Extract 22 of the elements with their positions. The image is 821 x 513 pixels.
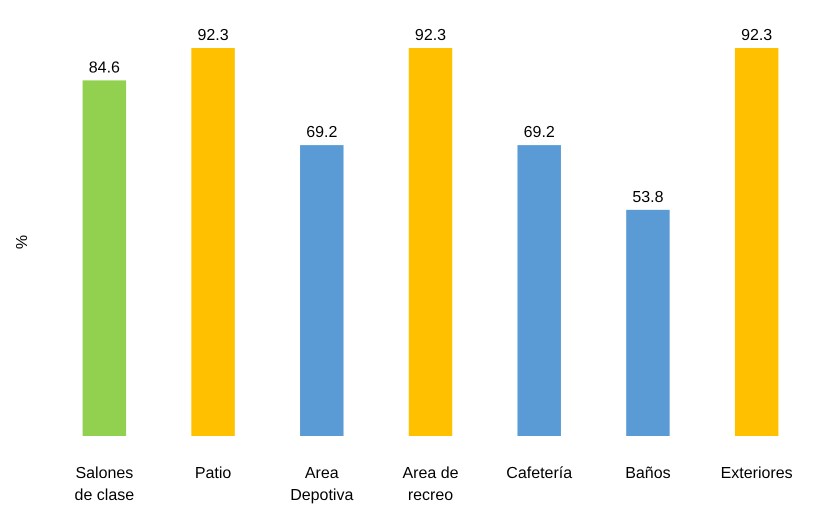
bar [300, 145, 344, 436]
x-tick-label: Baños [625, 465, 671, 482]
data-label: 92.3 [741, 27, 772, 44]
x-tick-label: Cafetería [506, 465, 572, 482]
x-tick-label: Area Depotiva [290, 465, 354, 504]
data-label: 84.6 [88, 59, 120, 76]
bar [517, 145, 561, 436]
x-tick-label: Salones de clase [74, 465, 134, 504]
x-tick-label: Exteriores [720, 465, 793, 482]
data-label: 69.2 [306, 124, 338, 142]
bar [408, 48, 452, 436]
bar [626, 210, 670, 436]
y-axis-title: % [14, 234, 31, 250]
x-tick-label: Area de recreo [402, 465, 459, 504]
bar [191, 48, 235, 436]
bar [82, 80, 126, 436]
data-label: 69.2 [524, 124, 555, 142]
bar [734, 48, 778, 436]
data-label: 53.8 [632, 188, 664, 206]
data-label: 92.3 [198, 27, 229, 44]
x-tick-label: Patio [194, 465, 232, 482]
data-label: 92.3 [414, 27, 446, 44]
